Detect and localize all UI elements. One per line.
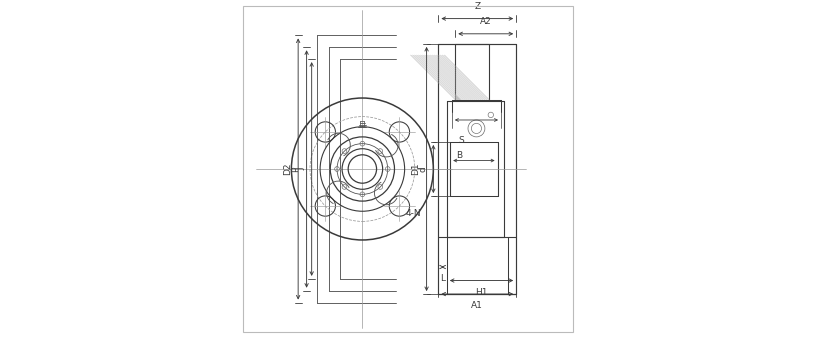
Text: D1: D1 (411, 163, 420, 175)
Text: 4-N: 4-N (406, 210, 421, 218)
Text: J: J (296, 168, 305, 170)
Text: A1: A1 (472, 301, 483, 311)
Text: H1: H1 (475, 288, 488, 297)
Text: S: S (458, 136, 463, 145)
Text: L: L (440, 274, 446, 284)
Text: Z: Z (474, 2, 481, 11)
Bar (438, 44, 517, 294)
Text: A2: A2 (480, 17, 491, 26)
Text: D2: D2 (283, 163, 292, 175)
Text: P: P (291, 166, 300, 172)
Text: B: B (456, 151, 463, 160)
Text: d: d (419, 166, 428, 172)
